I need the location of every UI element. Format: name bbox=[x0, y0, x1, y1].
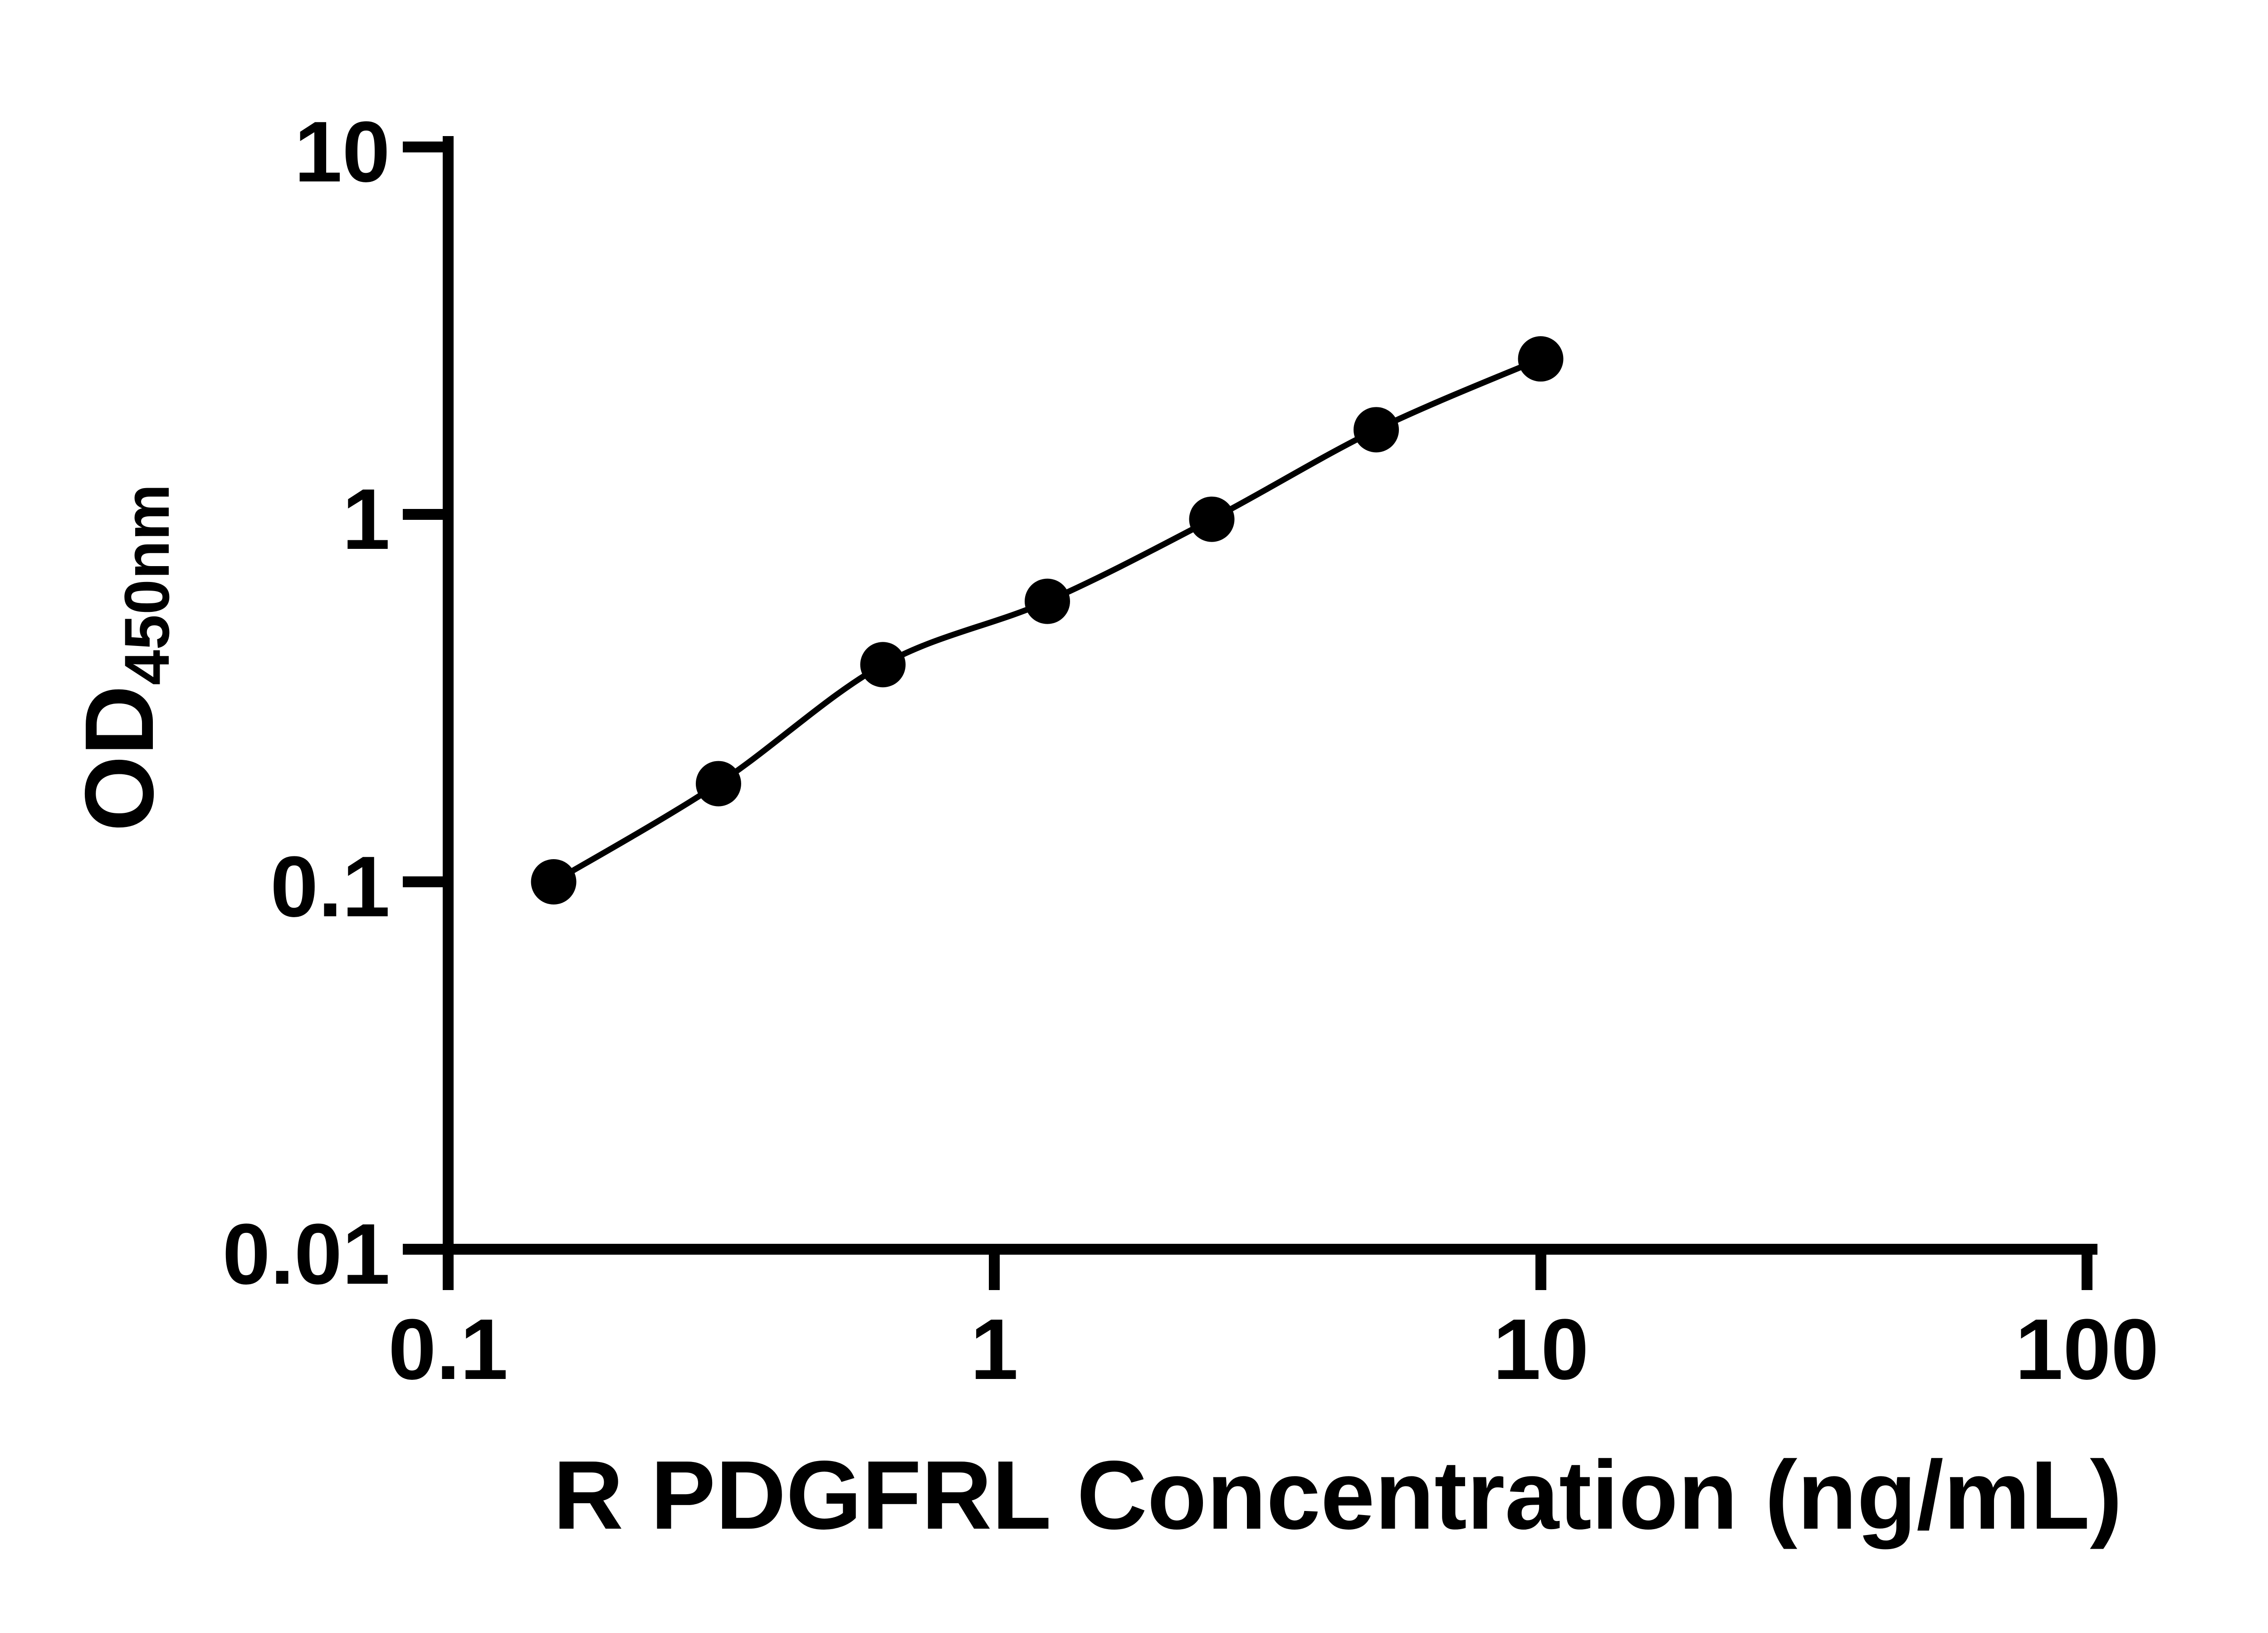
svg-text:1: 1 bbox=[342, 471, 390, 567]
svg-text:100: 100 bbox=[2015, 1301, 2159, 1398]
svg-text:10: 10 bbox=[1493, 1301, 1589, 1398]
svg-text:OD450nm: OD450nm bbox=[64, 484, 182, 831]
svg-text:1: 1 bbox=[970, 1301, 1018, 1398]
svg-text:0.01: 0.01 bbox=[222, 1206, 390, 1302]
svg-text:R PDGFRL Concentration (ng/mL): R PDGFRL Concentration (ng/mL) bbox=[553, 1440, 2122, 1550]
svg-text:0.1: 0.1 bbox=[388, 1301, 508, 1398]
svg-text:0.1: 0.1 bbox=[270, 839, 390, 935]
svg-text:10: 10 bbox=[294, 104, 390, 200]
